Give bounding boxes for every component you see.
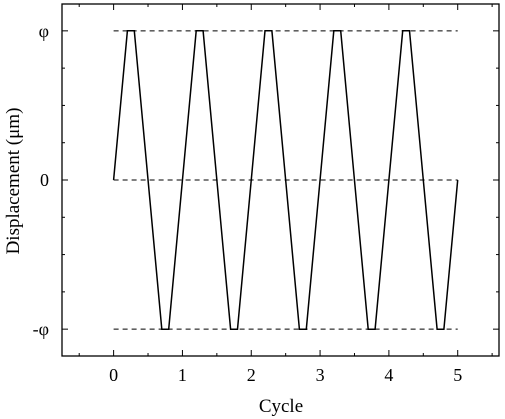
- x-tick-label: 4: [384, 365, 393, 385]
- y-axis-label: Displacement (μm): [3, 108, 24, 255]
- x-tick-label: 5: [453, 365, 462, 385]
- x-tick-label: 1: [178, 365, 187, 385]
- x-axis-label: Cycle: [259, 396, 303, 417]
- x-tick-label: 3: [316, 365, 325, 385]
- x-tick-label: 0: [109, 365, 118, 385]
- x-tick-label: 2: [247, 365, 256, 385]
- y-tick-label: -φ: [33, 319, 49, 339]
- y-tick-label: 0: [40, 170, 49, 190]
- series-line-0: [112, 30, 459, 330]
- y-tick-label: φ: [39, 21, 49, 41]
